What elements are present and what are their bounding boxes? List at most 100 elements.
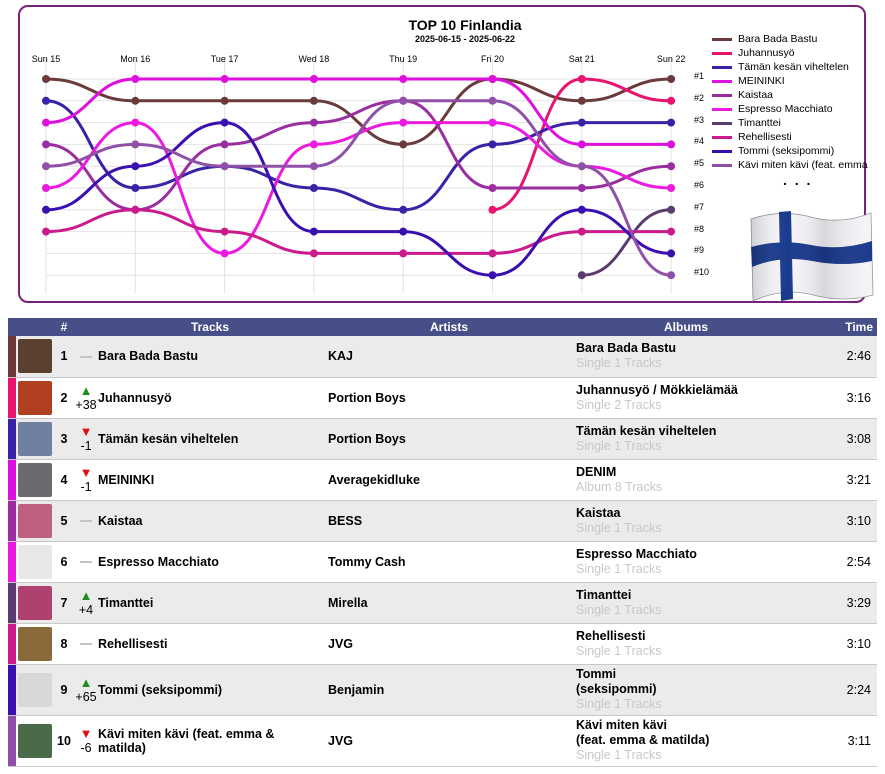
data-point-bara-bada-bastu <box>131 96 140 105</box>
artist-name[interactable]: BESS <box>322 500 576 542</box>
album-type: Single 1 Tracks <box>576 438 662 453</box>
series-line-rehellisesti <box>44 208 673 255</box>
data-point-meininki <box>309 75 318 83</box>
data-point-rehellisesti <box>42 227 50 236</box>
data-point-t-m-n-kes-n-viheltelen <box>399 205 408 214</box>
album-cover-image[interactable] <box>18 626 52 661</box>
album-title[interactable]: Tommi (seksipommi) <box>576 667 657 696</box>
legend-label: Tämän kesän viheltelen <box>738 61 849 73</box>
album-cover-image[interactable] <box>18 585 52 620</box>
legend-label: Timanttei <box>738 117 781 129</box>
album-title[interactable]: Rehellisesti <box>576 628 646 643</box>
track-title[interactable]: Kaistaa <box>98 500 322 542</box>
data-point-rehellisesti <box>399 249 408 258</box>
arrow-down-icon: ▼ <box>79 725 93 741</box>
artist-name[interactable]: Tommy Cash <box>322 541 576 583</box>
data-point-tommi-seksipommi <box>309 227 318 236</box>
table-row[interactable]: 4 ▼ -1 MEININKI Averagekidluke DENIM Album 8 T… <box>8 459 877 501</box>
row-rank: 9 <box>54 664 74 716</box>
album-info: Timanttei Single 1 Tracks <box>576 582 796 624</box>
table-row[interactable]: 1 Bara Bada Bastu KAJ Bara Bada Bastu Single… <box>8 336 877 378</box>
y-tick-label: #4 <box>694 136 705 147</box>
track-title[interactable]: Rehellisesti <box>98 623 322 665</box>
data-point-tommi-seksipommi <box>220 118 229 127</box>
legend-swatch <box>712 163 732 167</box>
album-title[interactable]: Timanttei <box>576 587 632 602</box>
album-cover-image[interactable] <box>18 462 52 497</box>
artist-name[interactable]: Portion Boys <box>322 377 576 419</box>
y-tick-label: #10 <box>694 267 710 278</box>
legend-more: . . . <box>783 172 813 188</box>
series-line-espresso-macchiato <box>44 121 673 255</box>
data-point-espresso-macchiato <box>220 249 229 258</box>
track-title[interactable]: Tommi (seksipommi) <box>98 664 322 716</box>
album-title[interactable]: DENIM <box>576 464 617 479</box>
artist-name[interactable]: KAJ <box>322 336 576 378</box>
row-rank: 8 <box>54 623 74 665</box>
track-title[interactable]: MEININKI <box>98 459 322 501</box>
table-row[interactable]: 7 ▲ +4 Timanttei Mirella Timanttei Single 1 Tr… <box>8 582 877 624</box>
artist-name[interactable]: Averagekidluke <box>322 459 576 501</box>
table-row[interactable]: 5 Kaistaa BESS Kaistaa Single 1 Tracks 3:10 <box>8 500 877 542</box>
data-point-bara-bada-bastu <box>309 96 318 105</box>
track-duration: 3:29 <box>796 582 877 624</box>
album-title[interactable]: Juhannusyö / Mökkielämää <box>576 382 738 397</box>
data-point-meininki <box>399 75 408 83</box>
album-cover <box>16 459 54 501</box>
data-point-bara-bada-bastu <box>220 96 229 105</box>
data-point-t-m-n-kes-n-viheltelen <box>131 184 140 192</box>
album-title[interactable]: Espresso Macchiato <box>576 546 697 561</box>
track-title[interactable]: Kävi miten kävi (feat. emma & matilda) <box>98 715 322 767</box>
album-type: Single 2 Tracks <box>576 397 662 412</box>
artist-name[interactable]: JVG <box>322 715 576 767</box>
table-row[interactable]: 8 Rehellisesti JVG Rehellisesti Single 1 Tra… <box>8 623 877 665</box>
artist-name[interactable]: JVG <box>322 623 576 665</box>
album-title[interactable]: Kävi miten kävi (feat. emma & matilda) <box>576 718 710 747</box>
album-type: Single 1 Tracks <box>576 561 662 576</box>
album-info: Juhannusyö / Mökkielämää Single 2 Tracks <box>576 377 796 419</box>
track-title[interactable]: Timanttei <box>98 582 322 624</box>
artist-name[interactable]: Portion Boys <box>322 418 576 460</box>
data-point-rehellisesti <box>309 249 318 258</box>
album-cover-image[interactable] <box>18 544 52 579</box>
table-row[interactable]: 3 ▼ -1 Tämän kesän viheltelen Portion Boys Tä… <box>8 418 877 460</box>
track-title[interactable]: Juhannusyö <box>98 377 322 419</box>
track-title[interactable]: Tämän kesän viheltelen <box>98 418 322 460</box>
series-line-bara-bada-bastu <box>44 77 673 146</box>
album-cover-image[interactable] <box>18 380 52 415</box>
data-point-meininki <box>577 140 586 149</box>
album-title[interactable]: Bara Bada Bastu <box>576 341 677 356</box>
album-cover-image[interactable] <box>18 723 52 758</box>
ranking-chart <box>42 59 676 294</box>
legend-label: Espresso Macchiato <box>738 103 833 115</box>
table-row[interactable]: 9 ▲ +65 Tommi (seksipommi) Benjamin Tommi (se… <box>8 664 877 716</box>
track-title[interactable]: Espresso Macchiato <box>98 541 322 583</box>
album-title[interactable]: Tämän kesän viheltelen <box>576 423 717 438</box>
legend-label: Rehellisesti <box>738 131 792 143</box>
data-point-juhannusy <box>667 96 676 105</box>
data-point-meininki <box>131 75 140 83</box>
table-row[interactable]: 2 ▲ +38 Juhannusyö Portion Boys Juhannusyö / … <box>8 377 877 419</box>
album-cover-image[interactable] <box>18 421 52 456</box>
track-duration: 2:54 <box>796 541 877 583</box>
legend-item: Tommi (seksipommi) <box>712 144 868 158</box>
table-row[interactable]: 6 Espresso Macchiato Tommy Cash Espresso Ma… <box>8 541 877 583</box>
artist-name[interactable]: Mirella <box>322 582 576 624</box>
table-row[interactable]: 10 ▼ -6 Kävi miten kävi (feat. emma & matil… <box>8 715 877 767</box>
artist-name[interactable]: Benjamin <box>322 664 576 716</box>
album-cover-image[interactable] <box>18 503 52 538</box>
track-duration: 2:24 <box>796 664 877 716</box>
legend-item: MEININKI <box>712 74 868 88</box>
data-point-bara-bada-bastu <box>399 140 408 149</box>
track-title[interactable]: Bara Bada Bastu <box>98 336 322 378</box>
album-cover-image[interactable] <box>18 672 52 707</box>
data-point-bara-bada-bastu <box>667 75 676 83</box>
y-tick-label: #1 <box>694 71 705 81</box>
header-artists: Artists <box>322 318 576 336</box>
album-cover-image[interactable] <box>18 339 52 374</box>
data-point-espresso-macchiato <box>667 184 676 192</box>
x-tick-label: Fri 20 <box>480 54 504 64</box>
rank-change <box>74 336 98 378</box>
album-title[interactable]: Kaistaa <box>576 505 621 520</box>
data-point-timanttei <box>667 205 676 214</box>
